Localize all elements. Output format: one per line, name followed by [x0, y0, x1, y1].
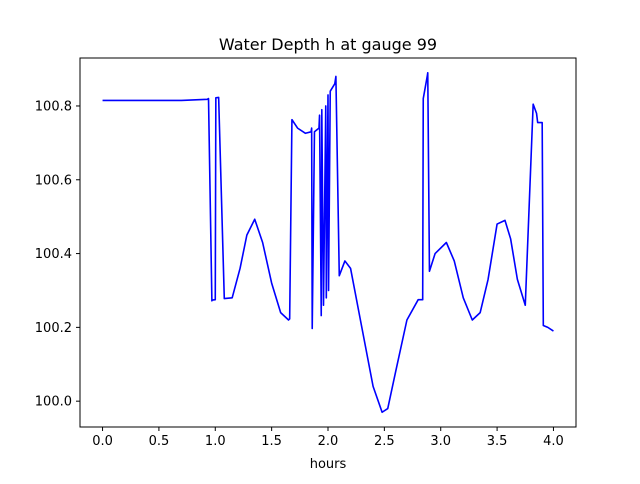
x-tick-label: 1.0	[205, 434, 226, 449]
x-tick-label: 0.0	[92, 434, 113, 449]
plot-area-frame	[79, 57, 577, 428]
y-tick-label: 100.6	[35, 173, 72, 188]
y-tick-label: 100.2	[35, 321, 72, 336]
y-tick-label: 100.4	[35, 247, 72, 262]
x-axis-label: hours	[310, 457, 347, 472]
x-tick-label: 2.5	[374, 434, 395, 449]
y-tick-label: 100.8	[35, 99, 72, 114]
x-tick-label: 3.0	[430, 434, 451, 449]
x-tick-label: 1.5	[261, 434, 282, 449]
x-tick-label: 2.0	[318, 434, 339, 449]
x-tick-label: 0.5	[149, 434, 170, 449]
y-tick-label: 100.0	[35, 395, 72, 410]
x-tick-label: 4.0	[543, 434, 564, 449]
x-tick-label: 3.5	[487, 434, 508, 449]
chart-title: Water Depth h at gauge 99	[219, 35, 437, 54]
series-line-0	[102, 71, 554, 414]
